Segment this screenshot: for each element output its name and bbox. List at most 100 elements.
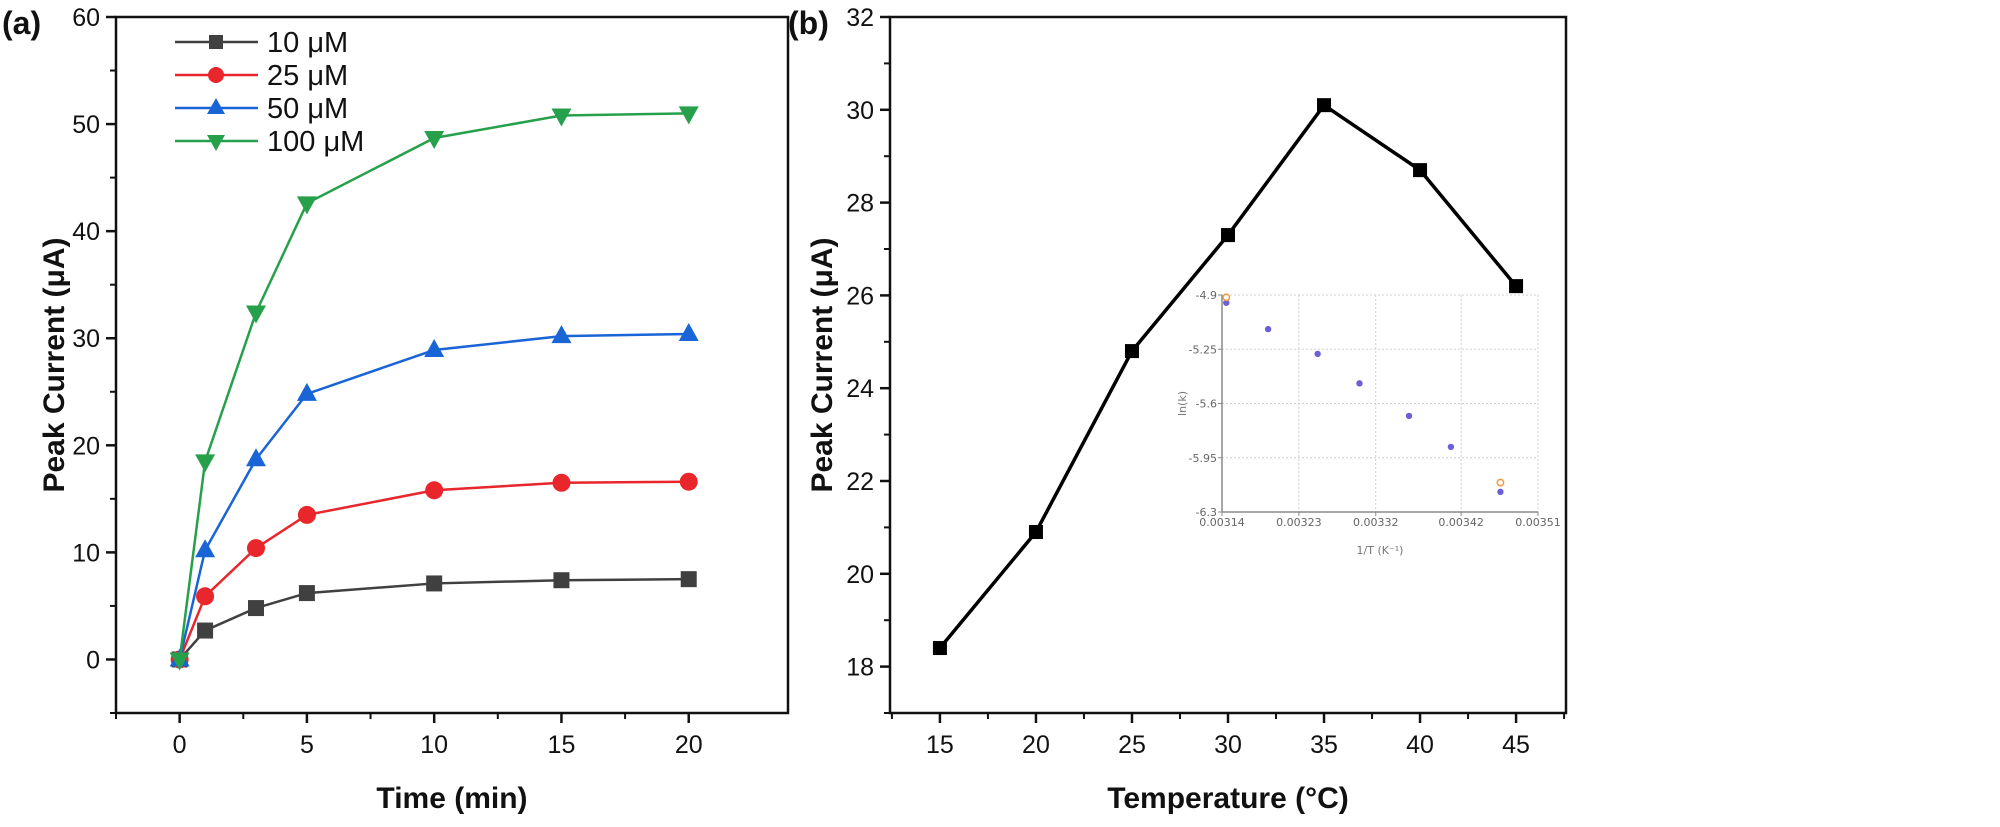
y-tick-label: 18 [846, 654, 874, 682]
inset-y-tick-label: -5.25 [1189, 343, 1217, 356]
panel-a-x-ticks: 0 5 10 15 20 [115, 713, 703, 759]
x-tick-label: 5 [300, 731, 314, 759]
inset-data-point [1314, 350, 1321, 358]
inset-data-point [1497, 488, 1504, 496]
series-100-μM [169, 106, 699, 671]
inset-data-point [1222, 293, 1231, 302]
inset-data-point [1447, 443, 1455, 451]
data-point [425, 481, 444, 500]
inset-ticks: -4.9 -5.25 -5.6 -5.95 -6.30.00314 0.00323 0.00… [1189, 289, 1561, 529]
y-tick-label: 0 [86, 646, 100, 674]
series-peak-current [932, 98, 1524, 656]
x-tick-label: 15 [548, 731, 576, 759]
inset-x-tick-label: 0.00314 [1199, 516, 1245, 529]
inset-data-point [1496, 478, 1505, 487]
data-point [1028, 525, 1043, 540]
inset-series-fit-endpoints [1222, 293, 1505, 487]
series-line [178, 480, 689, 660]
x-tick-label: 40 [1406, 731, 1434, 759]
x-tick-label: 20 [1022, 731, 1050, 759]
panel-b-x-axis-title: Temperature (°C) [1107, 782, 1348, 815]
panel-b-label: (b) [788, 5, 829, 41]
data-point [1413, 163, 1428, 178]
data-point [247, 539, 265, 558]
legend-label: 50 μM [267, 93, 348, 125]
data-point [932, 641, 947, 656]
data-point [553, 572, 570, 589]
data-point [1317, 98, 1332, 113]
panel-b-series [932, 98, 1524, 656]
inset-series-data [1223, 299, 1504, 496]
legend-label: 10 μM [267, 27, 348, 59]
series-10-μM [171, 571, 697, 668]
data-point [196, 587, 215, 606]
panel-a-x-axis-title: Time (min) [376, 782, 527, 815]
legend-marker [209, 35, 223, 49]
data-point [197, 622, 214, 639]
inset-y-tick-label: -4.9 [1196, 289, 1217, 302]
x-tick-label: 25 [1118, 731, 1146, 759]
y-tick-label: 30 [846, 97, 874, 125]
panel-b: (b) 18 20 22 24 26 28 30 32 15 20 25 30 35 40 45 Temp… [788, 4, 1568, 815]
panel-b-y-ticks: 18 20 22 24 26 28 30 32 [846, 4, 890, 714]
x-tick-label: 15 [926, 731, 954, 759]
data-point [195, 539, 216, 558]
data-point [679, 472, 698, 491]
y-tick-label: 28 [846, 190, 874, 218]
inset-points [1222, 293, 1505, 496]
y-tick-label: 26 [846, 282, 874, 310]
series-25-μM [170, 472, 698, 669]
inset-arrhenius-plot: -4.9 -5.25 -5.6 -5.95 -6.30.00314 0.00323 0.00… [1176, 289, 1561, 557]
data-point [551, 108, 572, 127]
data-point [424, 339, 445, 358]
data-point [678, 322, 699, 341]
data-point [678, 106, 699, 125]
x-tick-label: 20 [675, 731, 703, 759]
y-tick-label: 10 [72, 539, 100, 567]
y-tick-label: 30 [72, 325, 100, 353]
data-point [426, 575, 443, 592]
data-point [246, 448, 266, 467]
inset-data-point [1405, 412, 1413, 420]
y-tick-label: 50 [72, 111, 100, 139]
inset-x-axis-title: 1/T (K⁻¹) [1357, 544, 1404, 557]
y-tick-label: 32 [846, 4, 874, 32]
x-tick-label: 10 [420, 731, 448, 759]
data-point [1509, 279, 1524, 294]
x-tick-label: 30 [1214, 731, 1242, 759]
data-point [246, 305, 266, 324]
x-tick-label: 0 [173, 731, 187, 759]
legend-label: 100 μM [267, 126, 364, 158]
inset-data-point [1264, 325, 1272, 333]
legend-marker [208, 67, 224, 83]
data-point [552, 473, 571, 492]
data-point [296, 196, 317, 215]
inset-x-tick-label: 0.00342 [1438, 516, 1484, 529]
inset-y-tick-label: -5.95 [1189, 452, 1217, 465]
panel-a-series [169, 106, 699, 671]
x-tick-label: 35 [1310, 731, 1338, 759]
data-point [424, 130, 445, 149]
y-tick-label: 40 [72, 218, 100, 246]
data-point [1221, 228, 1235, 243]
inset-x-tick-label: 0.00332 [1353, 516, 1399, 529]
data-point [297, 505, 316, 524]
data-point [551, 325, 572, 344]
panel-b-frame [888, 15, 1568, 715]
panel-a-y-axis-title: Peak Current (μA) [38, 237, 71, 492]
legend-label: 25 μM [267, 60, 348, 92]
panel-a-label: (a) [2, 5, 41, 41]
panel-b-x-ticks: 15 20 25 30 35 40 45 [890, 713, 1566, 759]
inset-data-point [1223, 299, 1230, 306]
series-line [938, 102, 1518, 650]
panel-a-frame [114, 15, 790, 715]
panel-b-y-axis-title: Peak Current (μA) [806, 237, 839, 492]
inset-y-axis-title: ln(k) [1176, 391, 1189, 416]
y-tick-label: 22 [846, 468, 874, 496]
y-tick-label: 20 [846, 561, 874, 589]
inset-y-tick-label: -5.6 [1196, 398, 1217, 411]
inset-data-point [1356, 380, 1363, 387]
data-point [680, 571, 697, 588]
